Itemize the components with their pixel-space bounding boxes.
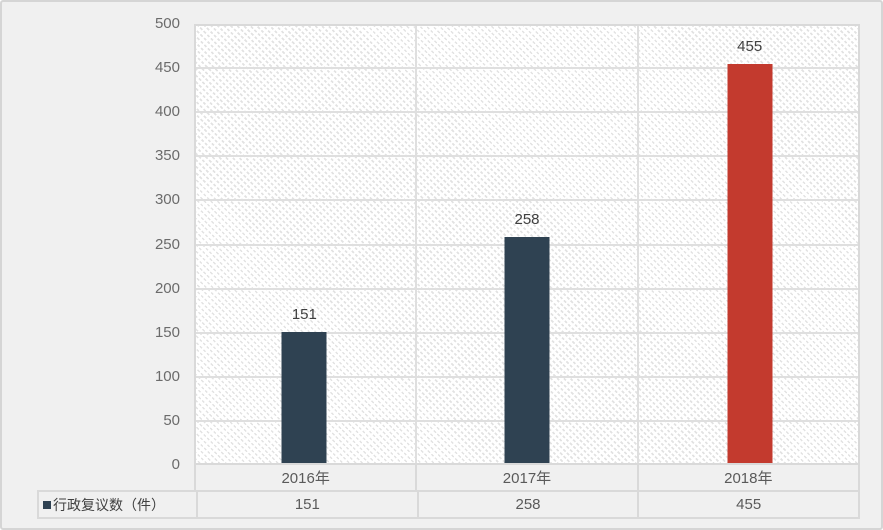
y-tick-label: 400 — [154, 103, 180, 121]
y-tick-label: 100 — [154, 367, 180, 385]
gridline — [194, 67, 860, 70]
bar-column-2017: 258 — [414, 24, 638, 465]
y-tick-label: 300 — [154, 191, 180, 209]
y-tick-label: 0 — [171, 456, 180, 473]
bar-column-2018: 455 — [637, 24, 860, 465]
bar-2018 — [727, 63, 773, 465]
y-tick-label: 50 — [163, 411, 180, 429]
data-table-row: 行政复议数（件） 151 258 455 — [37, 490, 860, 519]
plot-area: 151 258 455 — [194, 24, 860, 465]
bar-value-label-2018: 455 — [737, 37, 763, 55]
legend-marker-icon — [43, 500, 51, 509]
y-tick-label: 250 — [154, 235, 180, 253]
bar-2016 — [281, 331, 327, 465]
legend-label: 行政复议数（件） — [53, 496, 165, 513]
gridline — [194, 111, 860, 114]
table-value-2017: 258 — [416, 492, 638, 517]
y-tick-label: 200 — [154, 279, 180, 297]
bar-value-label-2017: 258 — [514, 211, 540, 229]
table-value-2016: 151 — [196, 492, 417, 517]
x-axis-label-2017: 2017年 — [415, 465, 636, 490]
gridline — [194, 155, 860, 158]
bar-column-2016: 151 — [194, 24, 415, 465]
bar-2017 — [504, 237, 550, 465]
y-tick-label: 450 — [154, 59, 180, 77]
y-tick-label: 350 — [154, 147, 180, 165]
y-tick-label: 500 — [154, 15, 180, 32]
legend-cell: 行政复议数（件） — [39, 492, 196, 517]
gridline — [194, 199, 860, 202]
bar-value-label-2016: 151 — [291, 305, 317, 323]
y-tick-label: 150 — [154, 323, 180, 341]
table-value-2018: 455 — [637, 492, 858, 517]
x-axis-label-2018: 2018年 — [636, 465, 858, 490]
y-axis: 500 450 400 350 300 250 200 150 100 50 0 — [100, 15, 180, 473]
x-axis-label-2016: 2016年 — [281, 470, 330, 487]
x-axis-category-row: 2016年 2017年 2018年 — [194, 465, 860, 490]
